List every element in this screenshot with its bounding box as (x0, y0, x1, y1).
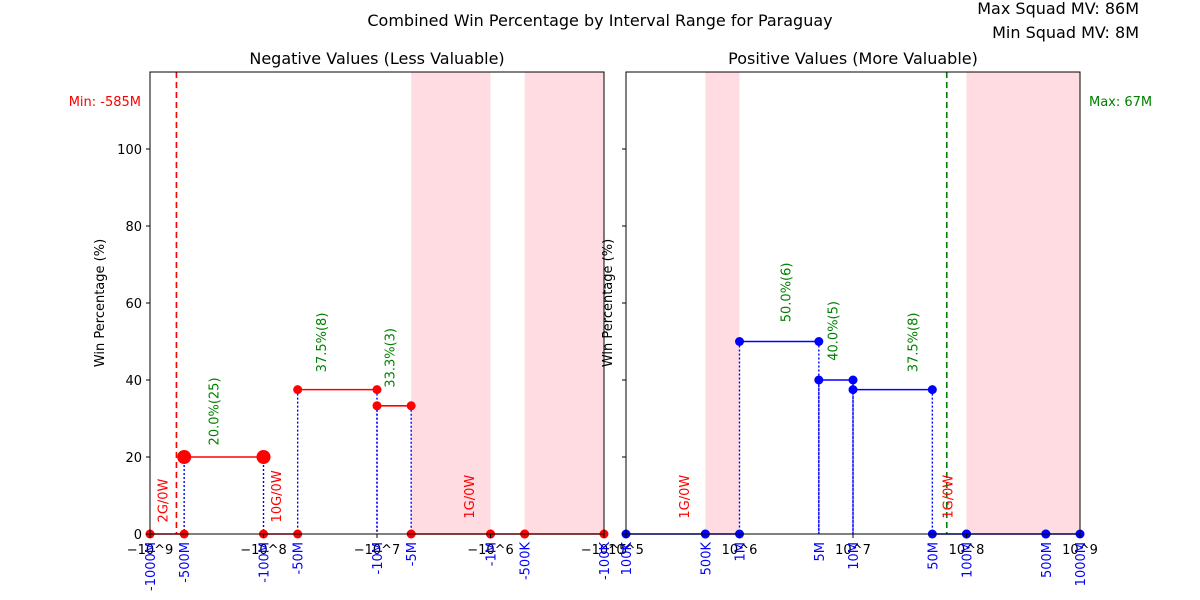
x-tick-label: −10^8 (240, 543, 287, 558)
data-point (372, 401, 382, 411)
y-tick-label: 20 (125, 451, 142, 466)
x-tick-label: 10^6 (722, 543, 758, 558)
reference-vline-label: Max: 67M (1089, 95, 1152, 110)
data-point (927, 385, 937, 395)
data-label: 1G/0W (678, 475, 693, 519)
shaded-region (705, 72, 740, 534)
data-point (848, 385, 858, 395)
data-point (177, 450, 192, 464)
interval-label: 100M (961, 542, 976, 578)
interval-label: -5M (405, 542, 420, 566)
interval-label: 10M (847, 542, 862, 570)
panel-positive: Positive Values (More Valuable) Max: 67M… (601, 49, 1152, 586)
y-axis-label: Win Percentage (%) (601, 239, 616, 367)
data-point (848, 375, 858, 385)
y-axis-label: Win Percentage (%) (93, 239, 108, 367)
data-label: 2G/0W (157, 478, 172, 522)
interval-label: -1M (485, 542, 500, 566)
data-label: 37.5%(8) (906, 313, 921, 373)
shaded-region (966, 72, 1046, 534)
panel-negative-plot: Min: -585M 2G/0W 20.0%(25) 10G/0W 37.5%(8) 33… (69, 71, 628, 591)
data-point (814, 337, 824, 346)
data-point (293, 385, 303, 395)
interval-label: 100K (620, 542, 635, 576)
data-point (256, 450, 271, 464)
max-squad-mv-label: Max Squad MV: 86M (977, 0, 1139, 18)
figure-suptitle: Combined Win Percentage by Interval Rang… (367, 11, 832, 30)
y-tick-label: 40 (125, 374, 142, 389)
x-tick-label: −10^5 (581, 543, 628, 558)
data-point (814, 375, 824, 385)
interval-label: 1M (734, 542, 749, 562)
interval-label: -1000M (144, 542, 159, 591)
data-label: 37.5%(8) (315, 313, 330, 373)
y-tick-label: 60 (125, 297, 142, 312)
data-point (372, 385, 382, 395)
x-tick-label: −10^6 (467, 543, 514, 558)
x-tick-label: 10^5 (608, 543, 644, 558)
y-tick-label: 0 (134, 528, 142, 543)
panel-positive-plot: Max: 67M 1G/0W 50.0%(6) 40.0%(5) 37.5%(8) 1G/… (601, 71, 1152, 586)
min-squad-mv-label: Min Squad MV: 8M (992, 23, 1139, 42)
interval-label: -500K (519, 542, 534, 581)
interval-label: 500M (1040, 542, 1055, 578)
y-tick-label: 100 (117, 143, 142, 158)
panel-negative: Negative Values (Less Valuable) Min: -58… (69, 49, 628, 591)
x-tick-label: −10^9 (127, 543, 174, 558)
data-label: 40.0%(5) (826, 301, 841, 361)
interval-label: -100K (598, 542, 613, 581)
shaded-region (1045, 72, 1080, 534)
x-tick-label: 10^9 (1062, 543, 1098, 558)
data-label: 50.0%(6) (779, 263, 794, 323)
interval-label: -10M (371, 542, 386, 574)
interval-label: -50M (292, 542, 307, 574)
data-point (735, 337, 744, 346)
data-label: 1G/0W (941, 475, 956, 519)
x-tick-label: −10^7 (354, 543, 401, 558)
data-point (406, 401, 416, 411)
panel-title: Positive Values (More Valuable) (728, 49, 978, 68)
data-label: 20.0%(25) (207, 377, 222, 445)
shaded-region (524, 72, 604, 534)
data-label: 33.3%(3) (384, 328, 399, 388)
x-tick-label: 10^7 (835, 543, 871, 558)
data-label: 1G/0W (463, 475, 478, 519)
x-tick-label: 10^8 (949, 543, 985, 558)
interval-label: 1000M (1074, 542, 1089, 586)
panel-title: Negative Values (Less Valuable) (249, 49, 504, 68)
interval-label: 50M (926, 542, 941, 570)
shaded-region (411, 72, 491, 534)
interval-label: -100M (258, 542, 273, 583)
interval-label: 5M (813, 542, 828, 562)
interval-label: 500K (699, 542, 714, 576)
interval-label: -500M (178, 542, 193, 583)
reference-vline-label: Min: -585M (69, 95, 141, 110)
y-tick-label: 80 (125, 220, 142, 235)
data-label: 10G/0W (270, 470, 285, 522)
